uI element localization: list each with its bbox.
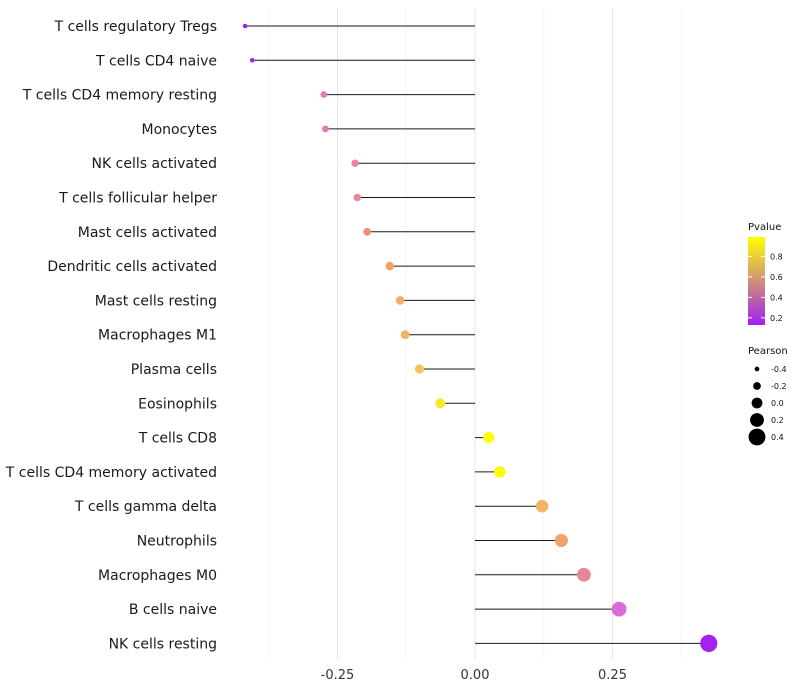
stem-layer (245, 25, 709, 644)
pearson-legend: Pearson -0.4 -0.2 0.0 0.2 0.4 (748, 346, 788, 446)
category-label: Macrophages M1 (98, 328, 217, 344)
data-point (414, 364, 425, 374)
data-point (385, 261, 394, 271)
pvalue-colorbar (748, 237, 765, 325)
x-tick-label: 0.00 (461, 668, 490, 683)
x-tick-label: 0.25 (598, 668, 627, 683)
category-label: T cells regulatory Tregs (54, 19, 217, 35)
size-legend-label: -0.2 (771, 382, 787, 391)
category-label: T cells gamma delta (74, 499, 217, 515)
data-point (322, 125, 329, 133)
point-layer (242, 23, 718, 653)
size-legend-label: 0.2 (771, 416, 784, 425)
data-point (363, 227, 372, 236)
data-point (577, 567, 591, 582)
data-point (494, 466, 506, 478)
data-point (249, 57, 255, 63)
data-point (351, 159, 359, 167)
category-label: Mast cells resting (95, 293, 217, 309)
size-legend-dot (753, 382, 761, 390)
category-label: Dendritic cells activated (47, 259, 217, 275)
size-legend-label: -0.4 (771, 365, 787, 374)
category-label: Neutrophils (137, 534, 217, 550)
size-legend-label: 0.4 (771, 433, 784, 442)
category-labels: T cells regulatory Tregs T cells CD4 naiv… (5, 19, 217, 652)
data-point (435, 398, 446, 409)
category-label: NK cells resting (109, 636, 217, 652)
category-label: T cells follicular helper (58, 191, 217, 207)
data-point (400, 330, 410, 340)
data-point (242, 23, 248, 29)
data-point (395, 296, 405, 305)
size-legend-dot (748, 428, 766, 446)
data-point (554, 533, 568, 548)
data-point (700, 634, 718, 653)
pvalue-legend: Pvalue 0.2 0.4 0.6 0.8 (748, 222, 783, 325)
category-label: Plasma cells (131, 362, 217, 378)
data-point (483, 432, 495, 444)
category-label: T cells CD8 (138, 431, 217, 447)
x-axis-ticks: -0.25 0.00 0.25 (321, 668, 627, 683)
data-point (320, 91, 328, 98)
colorbar-label: 0.2 (770, 314, 783, 323)
pvalue-legend-title: Pvalue (748, 222, 781, 233)
size-legend-dot (750, 413, 764, 427)
size-legend-label: 0.0 (771, 399, 784, 408)
category-label: Monocytes (142, 122, 217, 138)
category-label: NK cells activated (92, 156, 217, 172)
size-legend-dot (751, 397, 763, 409)
category-label: T cells CD4 memory resting (22, 88, 217, 104)
category-label: Eosinophils (138, 396, 217, 412)
category-label: B cells naive (129, 602, 217, 618)
x-tick-label: -0.25 (321, 668, 355, 683)
data-point (535, 499, 549, 513)
category-label: Mast cells activated (78, 225, 217, 241)
pearson-legend-title: Pearson (748, 346, 788, 357)
category-label: T cells CD4 memory activated (5, 465, 217, 481)
category-label: Macrophages M0 (98, 568, 217, 584)
colorbar-label: 0.6 (770, 273, 783, 282)
data-point (353, 193, 362, 202)
grid-layer (268, 8, 682, 660)
colorbar-label: 0.8 (770, 252, 783, 261)
size-legend-dot (754, 366, 760, 372)
category-label: T cells CD4 naive (95, 53, 217, 69)
data-point (611, 601, 627, 617)
colorbar-label: 0.4 (770, 293, 783, 302)
